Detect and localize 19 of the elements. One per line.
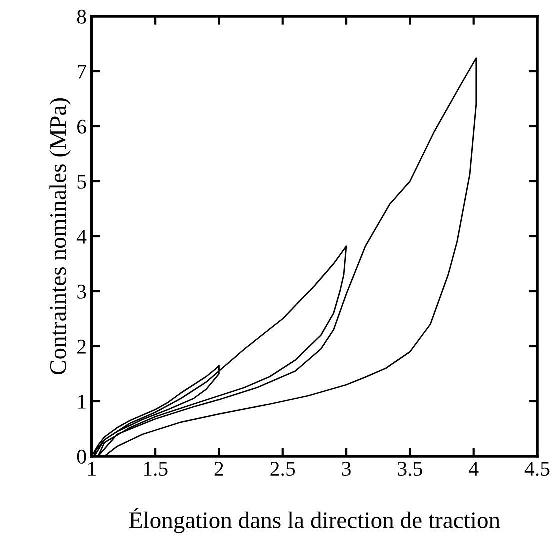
- y-tick-label: 6: [78, 120, 86, 134]
- x-tick-label: 3: [342, 462, 351, 476]
- y-tick-label: 3: [78, 284, 86, 299]
- y-tick-label: 7: [78, 65, 86, 79]
- y-axis-title: Contraintes nominales (MPa): [50, 98, 72, 375]
- x-tick-label: 3.5: [398, 462, 422, 476]
- x-tick-label: 2.5: [270, 462, 296, 476]
- y-tick-label: 5: [78, 175, 86, 189]
- x-tick-label: 2: [214, 462, 224, 476]
- y-tick-label: 4: [77, 230, 87, 244]
- y-tick-label: 1: [78, 394, 86, 409]
- y-tick-label: 2: [78, 340, 86, 354]
- x-axis-title: Élongation dans la direction de traction: [130, 508, 500, 534]
- x-tick-label: 1.5: [144, 462, 168, 476]
- x-tick-label: 4.5: [524, 462, 550, 476]
- y-tick-label: 0: [77, 450, 86, 464]
- y-tick-label: 8: [77, 10, 86, 24]
- x-tick-label: 4: [469, 462, 479, 476]
- x-tick-label: 1: [88, 462, 96, 476]
